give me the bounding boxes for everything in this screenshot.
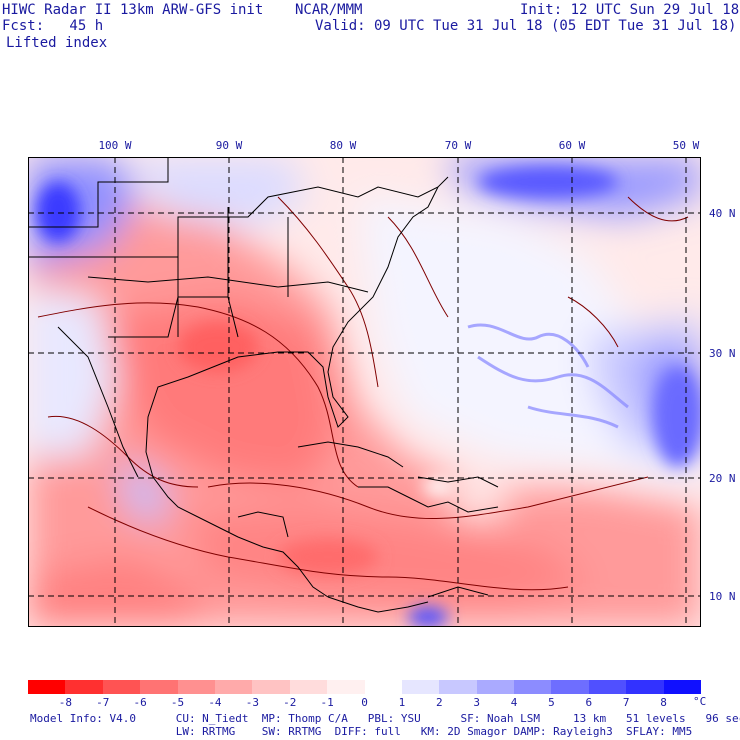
lon-label: 90 W	[215, 139, 243, 152]
colorbar-cell	[140, 680, 179, 694]
colorbar-tick-label: 6	[585, 696, 593, 709]
contours	[37, 196, 689, 591]
footer-physics: LW: RRTMG SW: RRTMG DIFF: full KM: 2D Sm…	[30, 725, 693, 738]
forecast-hour: Fcst: 45 h	[2, 18, 104, 34]
graticule	[28, 157, 701, 627]
init-time: Init: 12 UTC Sun 29 Jul 18	[520, 2, 740, 18]
colorbar-cell	[28, 680, 66, 694]
map-frame	[28, 157, 701, 627]
colorbar-cell	[327, 680, 365, 694]
colorbar-cell	[177, 680, 216, 694]
lat-label: 10 N	[709, 590, 736, 603]
colorbar-tick-label: 0	[361, 696, 368, 709]
lat-label: 20 N	[709, 472, 736, 485]
colorbar-cell	[476, 680, 515, 694]
colorbar-tick-label: -8	[58, 696, 72, 709]
colorbar-cell	[401, 680, 440, 694]
lat-label: 30 N	[709, 347, 736, 360]
colorbar-cell	[65, 680, 104, 694]
colorbar-tick-label: 2	[435, 696, 443, 709]
colorbar-cell	[439, 680, 478, 694]
colorbar-tick-label: 8	[660, 696, 667, 709]
lifted-index-map	[28, 157, 701, 627]
colorbar-tick-label: -7	[96, 696, 110, 709]
colorbar-cell	[663, 680, 702, 694]
coastlines	[28, 157, 499, 613]
valid-time: Valid: 09 UTC Tue 31 Jul 18 (05 EDT Tue …	[315, 18, 737, 34]
colorbar-tick-label: -3	[245, 696, 259, 709]
colorbar-tick-label: -6	[133, 696, 147, 709]
field-shading	[28, 157, 701, 627]
field-bands	[467, 323, 629, 429]
colorbar-cell	[289, 680, 328, 694]
colorbar-tick-label: -4	[208, 696, 222, 709]
lat-label: 40 N	[709, 207, 736, 220]
lon-label: 100 W	[98, 139, 132, 152]
colorbar-cell	[626, 680, 665, 694]
header-org: NCAR/MMM	[295, 2, 363, 18]
footer-model-info: Model Info: V4.0 CU: N_Tiedt MP: Thomp C…	[30, 712, 740, 725]
lon-label: 60 W	[558, 139, 586, 152]
lon-label: 80 W	[329, 139, 357, 152]
colorbar-cell	[252, 680, 291, 694]
colorbar-tick-label: 4	[510, 696, 518, 709]
lon-label: 70 W	[444, 139, 472, 152]
field-name: Lifted index	[6, 35, 108, 51]
colorbar-cell	[364, 680, 403, 694]
colorbar-cell	[551, 680, 590, 694]
colorbar-tick-label: 7	[622, 696, 630, 709]
colorbar-cell	[214, 680, 253, 694]
colorbar-cell	[102, 680, 141, 694]
colorbar-cell	[514, 680, 552, 694]
colorbar-tick-label: 1	[398, 696, 406, 709]
header-title: HIWC Radar II 13km ARW-GFS init	[2, 2, 264, 18]
colorbar-tick-label: -5	[170, 696, 185, 709]
lon-label: 50 W	[672, 139, 700, 152]
colorbar-tick-label: 5	[548, 696, 555, 709]
colorbar-unit: °C	[693, 695, 707, 708]
colorbar-tick-label: -1	[320, 696, 334, 709]
colorbar	[28, 680, 702, 694]
colorbar-cell	[588, 680, 627, 694]
colorbar-tick-label: 3	[473, 696, 480, 709]
colorbar-tick-label: -2	[283, 696, 297, 709]
